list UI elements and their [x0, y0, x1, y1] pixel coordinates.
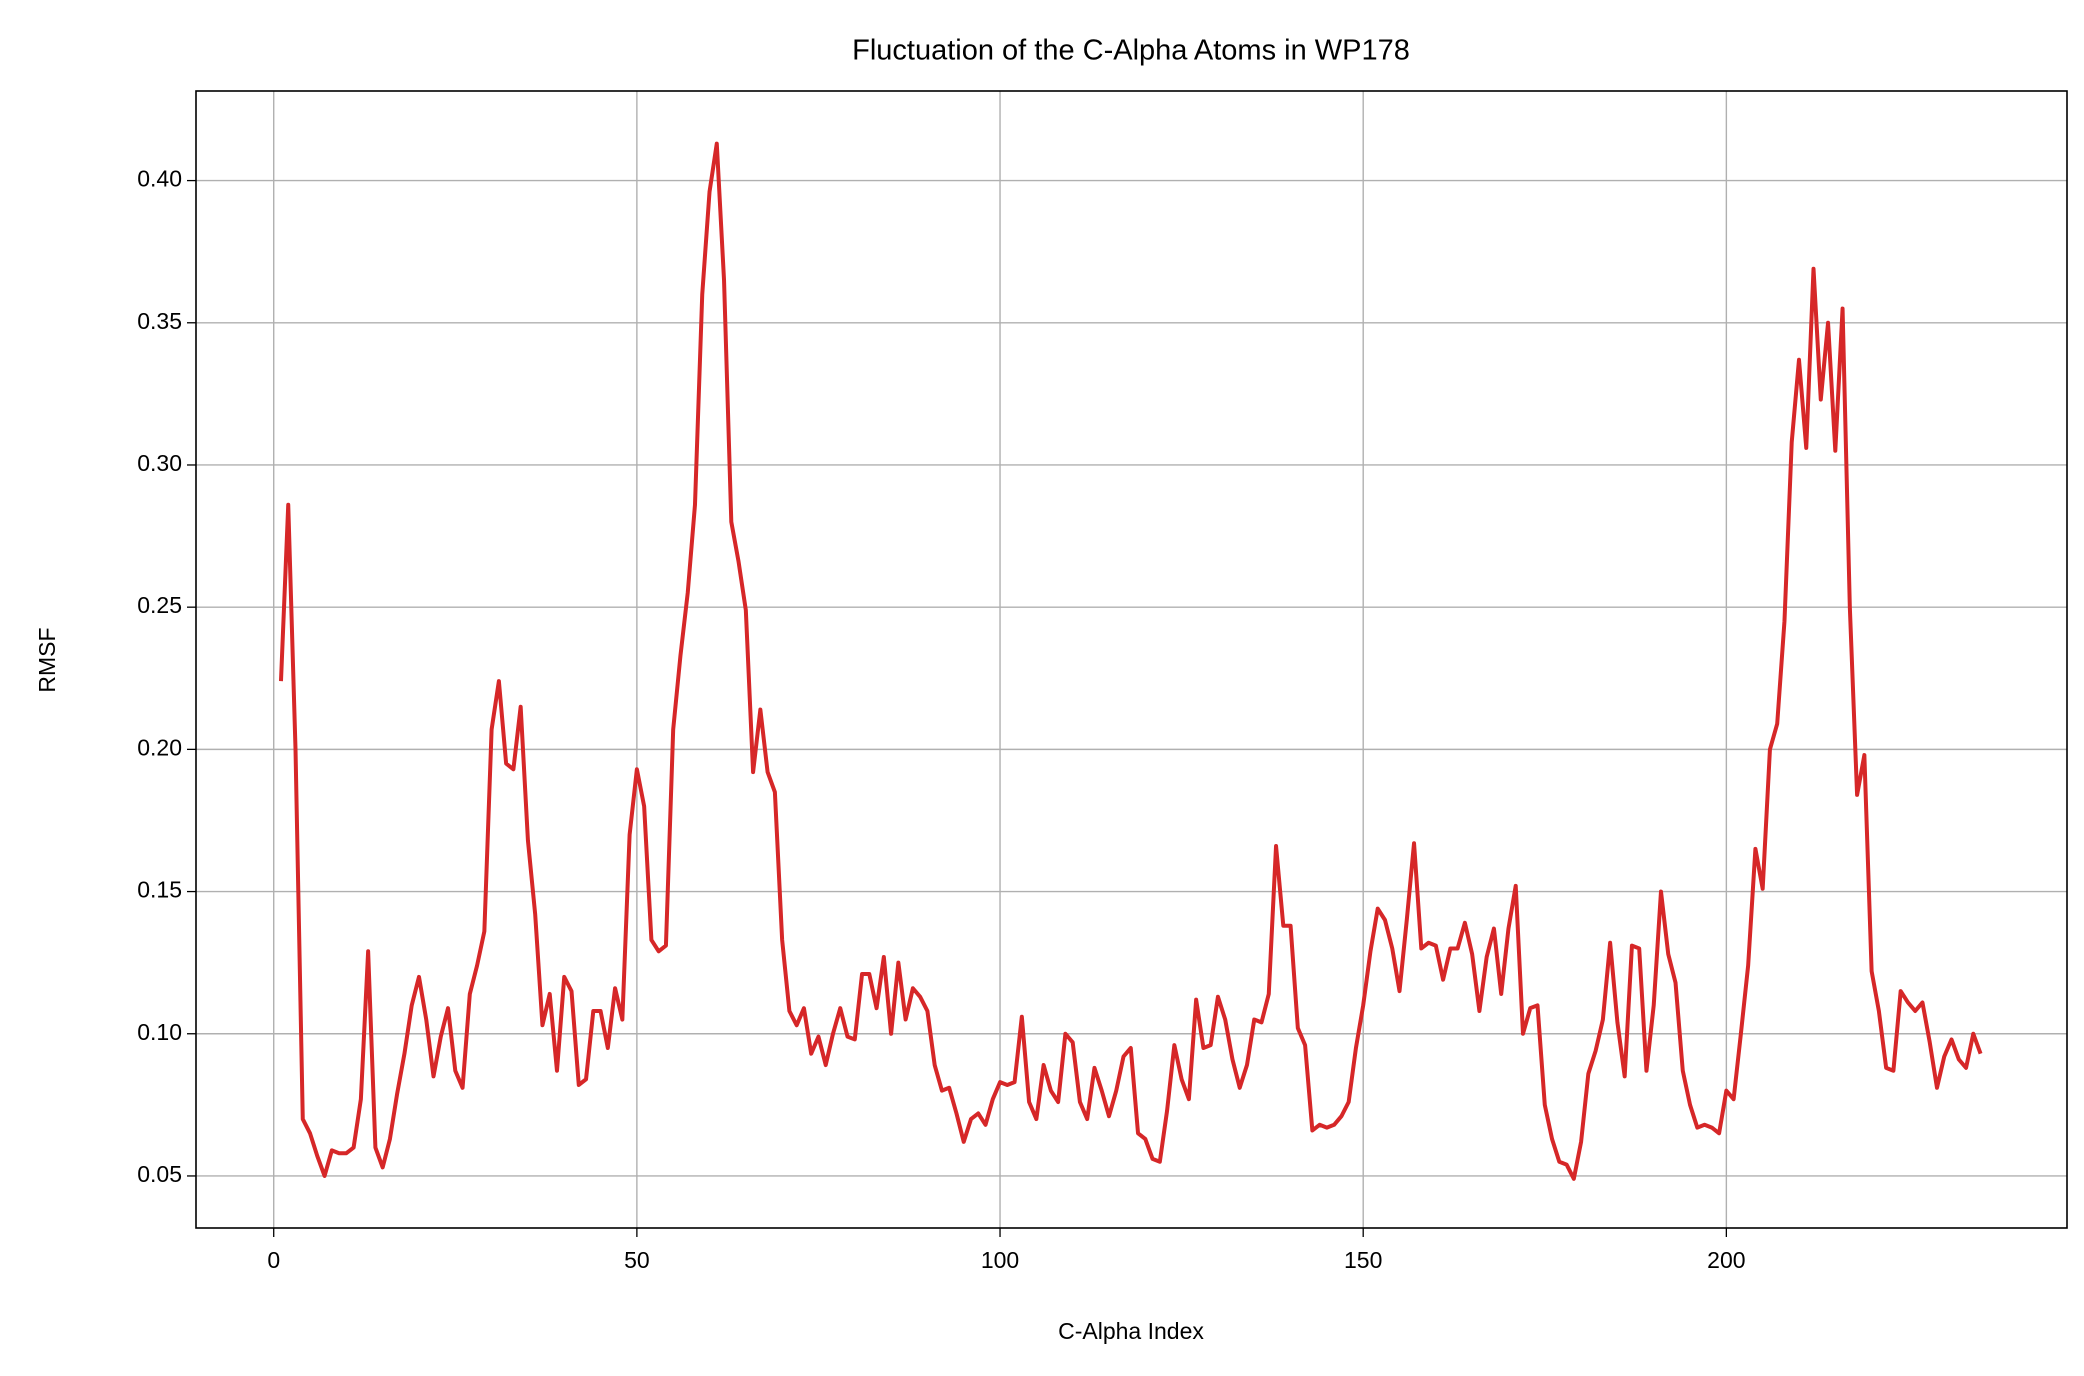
y-tick-label: 0.40 — [137, 166, 182, 192]
y-tick-label: 0.10 — [137, 1019, 182, 1045]
y-tick-label: 0.35 — [137, 308, 182, 334]
plot-area — [278, 141, 1983, 1181]
grid — [196, 91, 2067, 1228]
x-tick-label: 150 — [1344, 1247, 1382, 1273]
chart-title: Fluctuation of the C-Alpha Atoms in WP17… — [852, 35, 1410, 67]
y-tick-label: 0.05 — [137, 1161, 182, 1187]
y-tick-label: 0.20 — [137, 734, 182, 760]
x-axis-label: C-Alpha Index — [1058, 1318, 1204, 1344]
data-line — [278, 141, 1983, 1181]
y-tick-label: 0.25 — [137, 592, 182, 618]
x-tick-label: 200 — [1707, 1247, 1745, 1273]
y-axis-label: RMSF — [34, 627, 60, 692]
y-tick-label: 0.30 — [137, 450, 182, 476]
x-tick-label: 50 — [624, 1247, 650, 1273]
y-tick-label: 0.15 — [137, 877, 182, 903]
x-tick-label: 100 — [981, 1247, 1019, 1273]
x-tick-label: 0 — [267, 1247, 280, 1273]
axes-frame — [195, 90, 2068, 1229]
